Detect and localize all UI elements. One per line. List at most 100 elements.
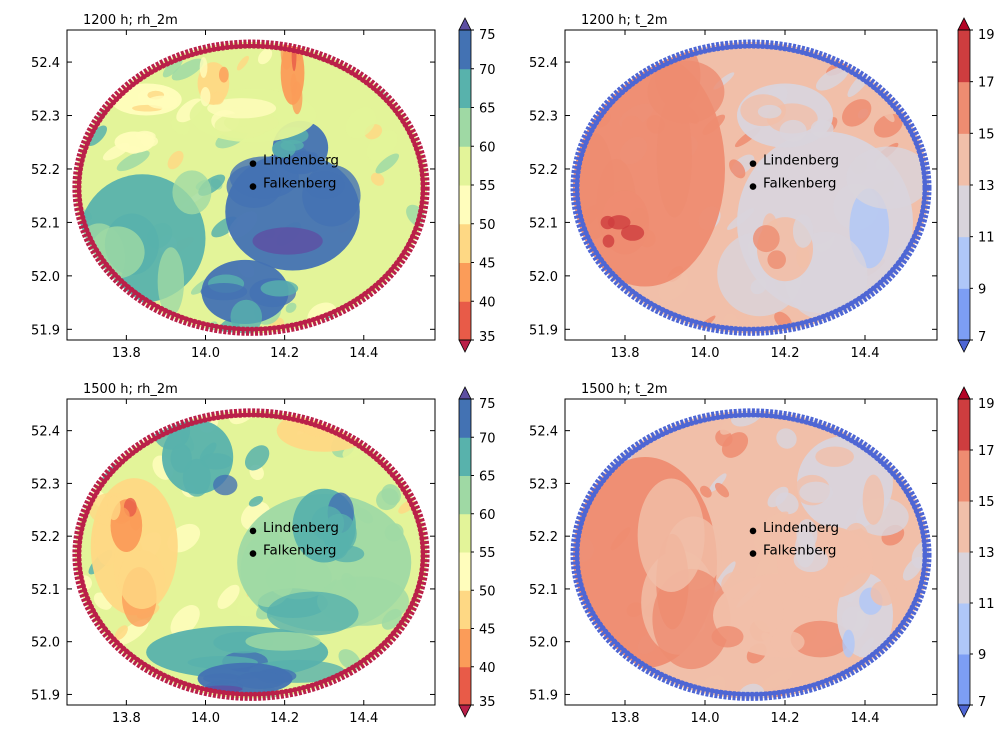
colorbar-segment — [459, 146, 471, 186]
colorbar-segment — [958, 81, 970, 134]
station-marker — [249, 160, 257, 167]
x-tick-label: 14.4 — [349, 346, 378, 361]
x-tick-label: 14.2 — [270, 711, 299, 726]
colorbar-tick-label: 35 — [479, 330, 496, 345]
colorbar-segment — [459, 262, 471, 302]
colorbar-segment — [459, 185, 471, 225]
axes-frame — [66, 398, 436, 706]
colorbar-tick-label: 50 — [479, 218, 496, 233]
colorbar-tick-label: 17 — [978, 444, 995, 459]
station-marker — [749, 527, 757, 535]
panel-2: 1200 h; t_2m 13.8 14.0 14.2 14.4 51.9 52.0 52.1… — [529, 13, 995, 361]
colorbar-segment — [459, 399, 471, 438]
colorbar-extend-min — [957, 704, 971, 718]
y-tick-label: 51.9 — [31, 688, 60, 703]
x-tick-label: 14.4 — [851, 346, 880, 361]
y-tick-label: 52.3 — [31, 477, 60, 492]
colorbar-segment — [459, 30, 471, 70]
panel-title: 1500 h; t_2m — [581, 382, 668, 397]
x-tick-label: 13.8 — [611, 346, 640, 361]
y-tick-label: 52.3 — [529, 110, 558, 125]
station-marker — [249, 550, 257, 557]
y-tick-label: 52.1 — [31, 216, 60, 231]
station-marker — [749, 550, 757, 557]
station-marker — [749, 183, 757, 190]
axes-frame — [564, 398, 938, 706]
station-label: Falkenberg — [763, 543, 837, 559]
colorbar-tick-label: 50 — [479, 584, 496, 599]
contour-field — [74, 42, 428, 334]
station-label: Falkenberg — [263, 543, 337, 559]
station-marker — [249, 183, 257, 190]
colorbar-tick-label: 11 — [978, 597, 995, 612]
station-label: Falkenberg — [763, 176, 837, 192]
colorbar-tick-label: 40 — [479, 295, 496, 310]
colorbar-segment — [958, 30, 970, 83]
colorbar-segment — [459, 475, 471, 515]
colorbar-segment — [958, 552, 970, 604]
x-tick-label: 13.8 — [112, 346, 141, 361]
colorbar-tick-label: 15 — [978, 127, 995, 142]
axes-frame — [564, 29, 938, 341]
colorbar-segment — [459, 590, 471, 629]
station-marker — [249, 527, 257, 535]
colorbar-tick-label: 70 — [479, 63, 496, 78]
panel-1: 1200 h; rh_2m 13.8 14.0 14.2 14.4 51.9 52.0 52.… — [31, 13, 496, 361]
y-tick-label: 52.4 — [529, 425, 558, 440]
colorbar-extend-max — [458, 386, 472, 400]
y-tick-label: 52.3 — [529, 477, 558, 492]
y-tick-label: 52.2 — [31, 530, 60, 545]
colorbar: 35 40 45 50 55 60 65 70 75 — [458, 17, 496, 353]
colorbar-tick-label: 15 — [978, 495, 995, 510]
colorbar-segment — [958, 236, 970, 289]
colorbar-tick-label: 19 — [978, 28, 995, 43]
colorbar-extend-max — [957, 17, 971, 31]
panel-title: 1200 h; rh_2m — [83, 13, 178, 28]
colorbar-segment — [958, 450, 970, 502]
y-tick-label: 52.0 — [31, 270, 60, 285]
y-tick-label: 52.1 — [31, 583, 60, 598]
colorbar-tick-label: 65 — [479, 102, 496, 117]
x-tick-label: 14.4 — [851, 711, 880, 726]
colorbar: 7 9 11 13 15 17 19 — [957, 17, 995, 353]
y-tick-label: 52.4 — [31, 425, 60, 440]
colorbar-segment — [459, 437, 471, 476]
colorbar-segment — [958, 501, 970, 553]
x-tick-label: 14.2 — [270, 346, 299, 361]
y-tick-label: 52.0 — [529, 270, 558, 285]
colorbar-segment — [958, 654, 970, 706]
colorbar-extend-min — [458, 704, 472, 718]
colorbar-tick-label: 13 — [978, 546, 995, 561]
colorbar-segment — [459, 68, 471, 108]
x-tick-label: 14.2 — [771, 711, 800, 726]
y-tick-label: 51.9 — [529, 323, 558, 338]
colorbar-segment — [958, 133, 970, 186]
x-tick-label: 14.4 — [349, 711, 378, 726]
station-label: Lindenberg — [263, 520, 339, 536]
colorbar-tick-label: 75 — [479, 397, 496, 412]
colorbar-extend-min — [957, 339, 971, 353]
colorbar-tick-label: 70 — [479, 431, 496, 446]
colorbar-tick-label: 9 — [978, 648, 986, 663]
y-tick-label: 52.0 — [529, 636, 558, 651]
colorbar-tick-label: 75 — [479, 28, 496, 43]
station-label: Lindenberg — [763, 520, 839, 536]
y-tick-label: 51.9 — [31, 323, 60, 338]
colorbar-segment — [459, 552, 471, 591]
y-tick-label: 52.4 — [529, 56, 558, 71]
colorbar-tick-label: 7 — [978, 330, 986, 345]
colorbar-tick-label: 11 — [978, 231, 995, 246]
colorbar-tick-label: 55 — [479, 546, 496, 561]
colorbar-extend-max — [458, 17, 472, 31]
colorbar-extend-max — [957, 386, 971, 400]
x-tick-label: 14.0 — [691, 346, 720, 361]
station-label: Lindenberg — [263, 153, 339, 169]
colorbar-segment — [459, 513, 471, 553]
panel-4: 1500 h; t_2m 13.8 14.0 14.2 14.4 51.9 52.0 52.1… — [529, 382, 995, 726]
colorbar-tick-label: 9 — [978, 282, 986, 297]
colorbar: 35 40 45 50 55 60 65 70 75 — [458, 386, 496, 718]
colorbar-tick-label: 19 — [978, 397, 995, 412]
colorbar-tick-label: 45 — [479, 623, 496, 638]
x-tick-label: 13.8 — [611, 711, 640, 726]
